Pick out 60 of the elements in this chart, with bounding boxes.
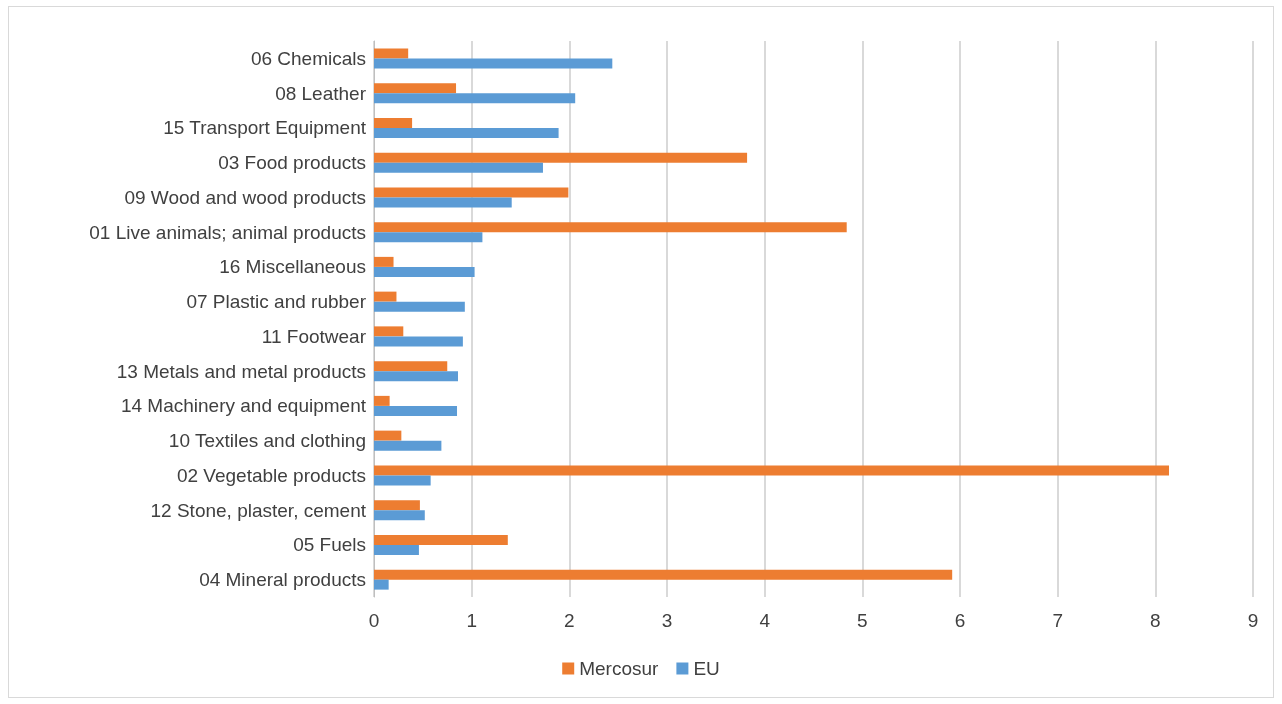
- y-tick-label: 04 Mineral products: [199, 569, 366, 591]
- legend-label: EU: [693, 658, 720, 679]
- bar: [374, 579, 389, 590]
- bar: [374, 361, 448, 372]
- bar: [374, 395, 390, 406]
- y-tick-label: 12 Stone, plaster, cement: [150, 499, 367, 521]
- y-tick-label: 01 Live animals; animal products: [89, 221, 366, 243]
- bar: [374, 127, 559, 138]
- bar: [374, 48, 409, 59]
- y-tick-label: 14 Machinery and equipment: [120, 395, 367, 417]
- bar: [374, 371, 458, 382]
- bar: [374, 197, 512, 208]
- bar: [374, 510, 425, 521]
- bar: [374, 326, 404, 337]
- bar: [374, 336, 463, 347]
- y-tick-label: 16 Miscellaneous: [219, 256, 366, 278]
- y-tick-label: 03 Food products: [218, 152, 366, 174]
- bar: [374, 291, 397, 302]
- bar: [374, 152, 748, 163]
- y-tick-label: 05 Fuels: [293, 534, 366, 556]
- bar: [374, 301, 465, 312]
- y-tick-label: 08 Leather: [275, 82, 367, 104]
- y-tick-label: 06 Chemicals: [250, 47, 366, 69]
- x-tick-label: 6: [954, 610, 966, 631]
- x-tick-label: 4: [759, 610, 771, 631]
- bar: [374, 162, 543, 173]
- bar: [374, 405, 458, 416]
- bar: [374, 232, 483, 243]
- x-tick-label: 3: [661, 610, 673, 631]
- bar: [374, 83, 457, 94]
- bar: [374, 222, 847, 233]
- y-tick-label: 15 Transport Equipment: [163, 117, 367, 139]
- x-tick-label: 2: [564, 610, 575, 631]
- bar: [374, 117, 413, 128]
- x-tick-label: 9: [1247, 610, 1259, 631]
- bar: [374, 256, 394, 267]
- bar: [374, 430, 402, 441]
- bar: [374, 544, 419, 555]
- y-tick-label: 10 Textiles and clothing: [168, 430, 366, 452]
- y-tick-label: 02 Vegetable products: [176, 464, 366, 486]
- bar: [374, 266, 475, 277]
- legend-label: Mercosur: [579, 658, 660, 679]
- bar: [374, 500, 420, 511]
- bar: [374, 93, 576, 104]
- x-tick-label: 0: [368, 610, 380, 631]
- y-tick-label: 11 Footwear: [261, 325, 367, 347]
- bar: [374, 58, 613, 69]
- x-tick-label: 7: [1052, 610, 1063, 631]
- x-tick-label: 5: [857, 610, 868, 631]
- y-tick-label: 09 Wood and wood products: [124, 186, 366, 208]
- bar: [374, 534, 508, 545]
- bar: [374, 187, 569, 198]
- y-tick-label: 13 Metals and metal products: [116, 360, 366, 382]
- bar: [374, 440, 442, 451]
- bar: [374, 465, 1170, 476]
- x-tick-label: 8: [1150, 610, 1161, 631]
- bar: [374, 475, 431, 486]
- bar: [374, 569, 953, 580]
- x-tick-label: 1: [466, 610, 477, 631]
- y-tick-label: 07 Plastic and rubber: [186, 291, 367, 313]
